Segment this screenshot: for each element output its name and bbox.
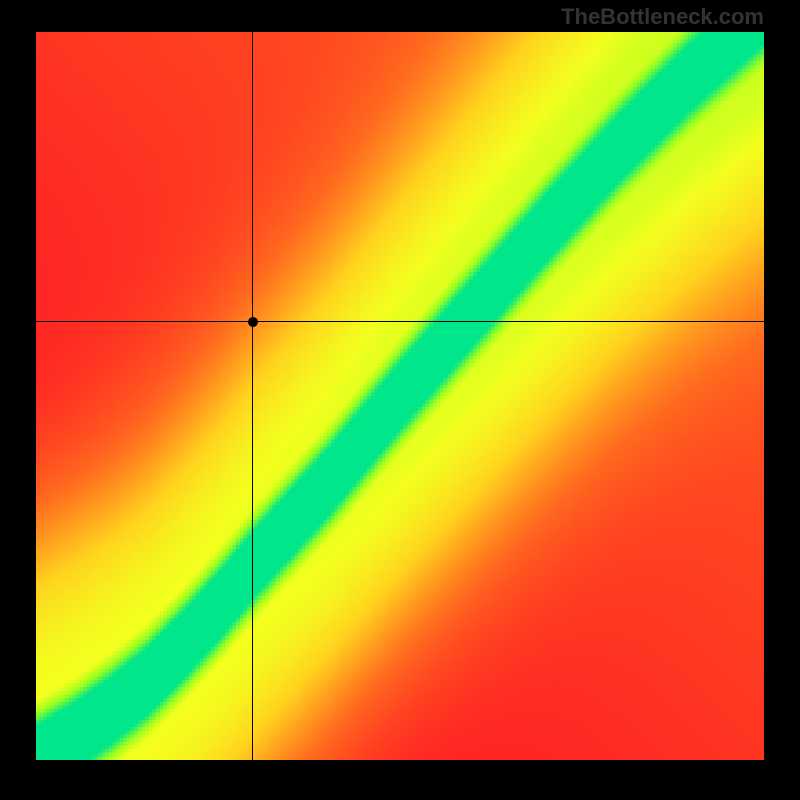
chart-container: TheBottleneck.com <box>0 0 800 800</box>
crosshair-vertical <box>252 32 253 760</box>
bottleneck-heatmap <box>36 32 764 760</box>
crosshair-marker <box>248 317 258 327</box>
crosshair-horizontal <box>36 321 764 322</box>
watermark-text: TheBottleneck.com <box>561 4 764 30</box>
